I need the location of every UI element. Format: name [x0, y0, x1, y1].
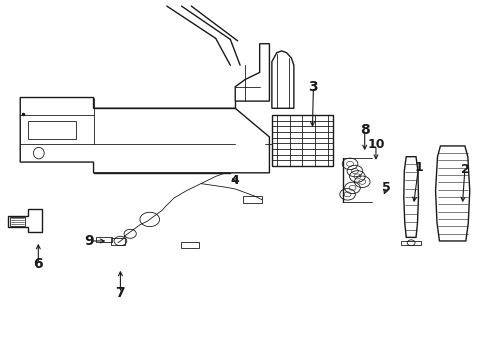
Text: 10: 10	[367, 138, 385, 151]
Text: 5: 5	[382, 181, 391, 194]
Text: 9: 9	[84, 234, 94, 248]
Text: 8: 8	[360, 123, 369, 137]
Text: 4: 4	[231, 174, 240, 186]
Text: 2: 2	[461, 163, 469, 176]
Text: 1: 1	[414, 161, 423, 174]
Text: 3: 3	[309, 80, 318, 94]
Text: 6: 6	[33, 257, 43, 271]
Text: 7: 7	[116, 286, 125, 300]
